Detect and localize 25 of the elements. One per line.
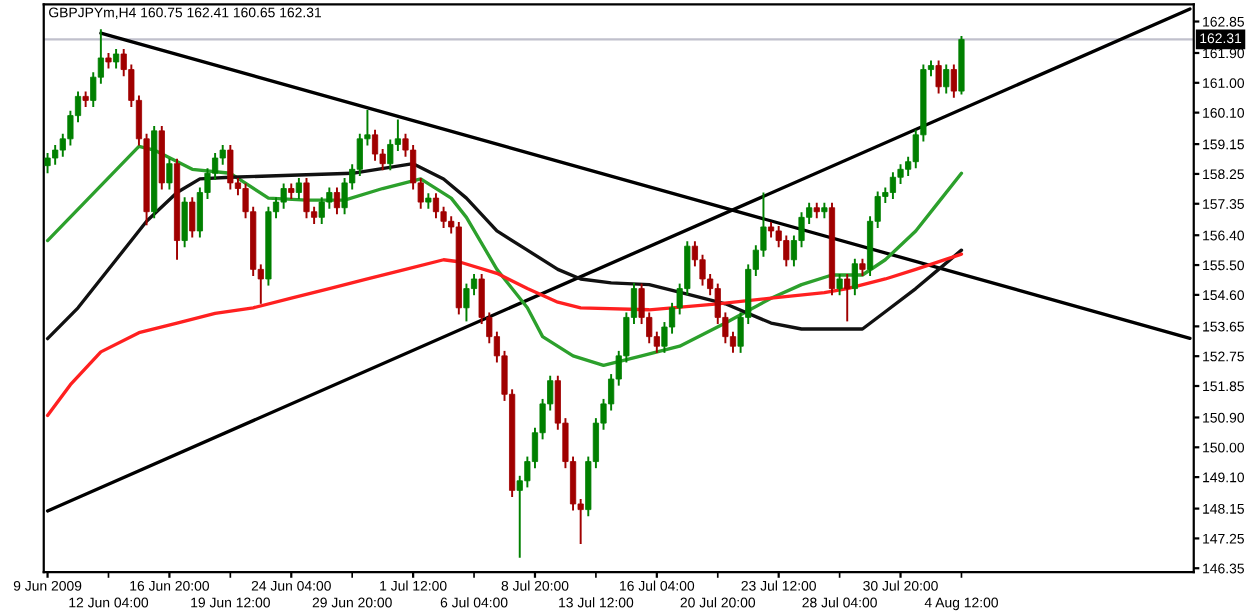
candlestick [844,273,851,323]
candlestick [44,152,51,175]
candlestick [227,144,234,191]
candlestick [295,176,302,201]
candlestick [783,234,790,268]
candlestick [463,282,470,323]
candlestick [333,186,341,216]
candlestick [935,59,942,95]
candlestick [943,63,950,95]
candlestick [950,63,957,99]
candlestick [318,196,325,225]
line-series [45,144,964,368]
candlestick [432,192,440,220]
candlestick [851,257,858,297]
candlestick [52,144,59,166]
candlestick [113,48,120,70]
candlestick [181,196,188,249]
line-series [45,252,964,418]
candlestick [189,196,196,239]
candlestick [836,273,843,297]
candlestick [889,171,897,201]
candlestick [166,157,173,191]
candlestick [303,176,310,220]
candlestick [371,128,379,162]
candlestick [280,182,287,210]
